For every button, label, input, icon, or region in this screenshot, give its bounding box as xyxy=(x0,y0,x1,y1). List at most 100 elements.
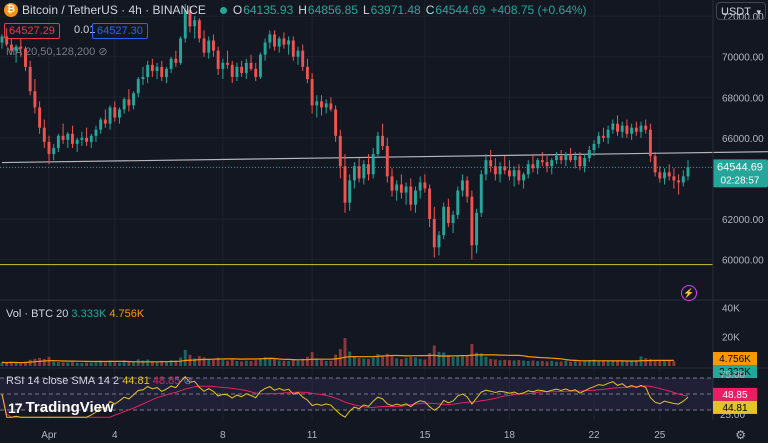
volume-bar xyxy=(484,356,488,366)
volume-bar xyxy=(113,362,117,366)
volume-bar xyxy=(437,351,441,366)
candle-body xyxy=(479,174,483,213)
volume-bar xyxy=(244,360,248,366)
candle-body xyxy=(390,176,394,191)
candle-body xyxy=(484,160,488,175)
candle-body xyxy=(221,62,225,69)
candle-body xyxy=(648,129,652,157)
volume-bar xyxy=(536,361,540,366)
ma-legend[interactable]: MA 20,50,128,200 ⊘ xyxy=(6,45,108,58)
volume-bar xyxy=(644,358,648,366)
candle-body xyxy=(493,166,497,175)
rsi-tag-label: 44.81 xyxy=(722,403,747,414)
candle-body xyxy=(399,184,403,193)
volume-bar xyxy=(399,359,403,366)
buy-button[interactable]: 64527.30 xyxy=(92,23,148,39)
volume-ma-tag-label: 4.756K xyxy=(719,354,751,365)
eye-hidden-icon[interactable]: ⊘ xyxy=(98,46,108,58)
candle-body xyxy=(597,135,601,144)
candle-body xyxy=(338,135,342,167)
ohlc-open-value: 64135.93 xyxy=(243,3,294,17)
candle-body xyxy=(320,101,323,108)
candle-body xyxy=(475,212,479,246)
y-tick-label: 60000.00 xyxy=(722,256,764,267)
volume-bar xyxy=(465,355,469,366)
volume-bar xyxy=(446,355,450,366)
lightning-icon[interactable]: ⚡ xyxy=(681,285,697,301)
candle-body xyxy=(418,182,422,191)
candle-body xyxy=(465,180,469,197)
candle-body xyxy=(667,172,671,177)
candle-body xyxy=(442,206,446,236)
candle-body xyxy=(207,40,211,53)
candle-body xyxy=(503,166,507,171)
bitcoin-icon: ₿ xyxy=(4,3,18,17)
volume-bar xyxy=(99,361,103,366)
volume-bar xyxy=(207,359,211,366)
volume-bar xyxy=(564,360,568,366)
volume-bar xyxy=(672,361,676,366)
volume-bar xyxy=(85,362,89,366)
candle-body xyxy=(197,20,201,39)
tradingview-logo[interactable]: 17 TradingView xyxy=(8,399,114,416)
volume-bar xyxy=(71,362,74,366)
currency-select[interactable]: USDT ▾ xyxy=(716,2,766,20)
candle-body xyxy=(150,64,154,71)
volume-bar xyxy=(376,353,380,366)
rsi-legend[interactable]: RSI 14 close SMA 14 2 44.81 48.85 ⊘ xyxy=(6,374,193,387)
eye-icon[interactable]: ⊘ xyxy=(183,375,193,387)
volume-bar xyxy=(315,358,319,366)
candle-body xyxy=(0,36,4,43)
volume-bar xyxy=(381,356,385,366)
ohlc-close-value: 64544.69 xyxy=(435,3,486,17)
candle-body xyxy=(348,180,352,203)
volume-bar xyxy=(66,362,70,366)
volume-bar xyxy=(24,361,27,366)
volume-bar xyxy=(226,360,229,366)
candle-body xyxy=(211,40,215,51)
volume-bar xyxy=(61,362,65,366)
x-tick-label: 8 xyxy=(220,430,226,441)
candle-body xyxy=(639,125,643,132)
volume-bar xyxy=(648,359,652,366)
candle-body xyxy=(601,135,605,138)
volume-bar xyxy=(348,351,352,366)
ohlc-close-label: C xyxy=(425,3,435,17)
candle-body xyxy=(362,164,366,179)
candle-body xyxy=(611,123,615,130)
candle-body xyxy=(663,172,666,179)
candle-body xyxy=(334,109,338,136)
volume-legend[interactable]: Vol · BTC 20 3.333K 4.756K xyxy=(6,308,144,320)
volume-bar xyxy=(301,358,305,366)
candle-body xyxy=(587,150,591,159)
candle-body xyxy=(409,186,413,205)
candle-body xyxy=(141,77,145,80)
volume-bar xyxy=(634,361,638,366)
volume-bar xyxy=(235,361,239,366)
candle-body xyxy=(357,166,361,179)
candle-body xyxy=(103,119,107,124)
candle-body xyxy=(179,38,183,63)
candle-body xyxy=(301,50,305,67)
volume-bar xyxy=(118,362,121,366)
candle-body xyxy=(66,133,70,140)
volume-bar xyxy=(489,358,493,366)
candle-body xyxy=(226,62,229,65)
candle-body xyxy=(89,135,93,142)
candle-body xyxy=(5,36,9,45)
candle-body xyxy=(616,123,619,132)
gear-icon[interactable]: ⚙ xyxy=(735,428,746,442)
candle-body xyxy=(99,119,103,130)
candle-body xyxy=(677,180,681,183)
x-tick-label: Apr xyxy=(41,430,57,441)
symbol-title[interactable]: Bitcoin / TetherUS · 4h · BINANCE xyxy=(22,3,206,17)
volume-bar xyxy=(230,359,234,366)
candle-body xyxy=(423,182,427,189)
volume-bar xyxy=(667,360,671,366)
candle-body xyxy=(71,133,74,144)
candle-body xyxy=(592,143,596,150)
candle-body xyxy=(183,10,187,39)
sell-button[interactable]: 64527.29 xyxy=(4,23,60,39)
volume-bar xyxy=(404,357,408,366)
